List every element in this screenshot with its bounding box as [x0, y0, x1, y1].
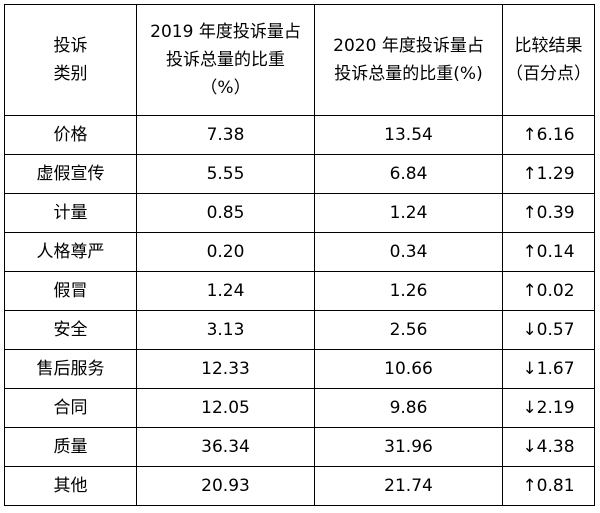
row-comparison: ↑0.81: [502, 466, 595, 506]
row-2020-share: 9.86: [314, 388, 503, 428]
row-2019-share: 0.85: [136, 193, 315, 233]
row-2019-share: 12.05: [136, 388, 315, 428]
row-2020-share: 10.66: [314, 349, 503, 389]
row-category: 价格: [4, 115, 137, 155]
row-2020-share: 1.26: [314, 271, 503, 311]
row-comparison: ↓4.38: [502, 427, 595, 467]
row-2019-share: 20.93: [136, 466, 315, 506]
row-2019-share: 36.34: [136, 427, 315, 467]
row-category: 安全: [4, 310, 137, 350]
header-2020-share: 2020 年度投诉量占 投诉总量的比重(%): [314, 4, 503, 116]
row-category: 其他: [4, 466, 137, 506]
header-2019-share: 2019 年度投诉量占 投诉总量的比重 （%）: [136, 4, 315, 116]
complaint-share-table: 投诉 类别 2019 年度投诉量占 投诉总量的比重 （%） 2020 年度投诉量…: [4, 4, 595, 506]
row-2019-share: 5.55: [136, 154, 315, 194]
table-row: 质量 36.34 31.96 ↓4.38: [4, 427, 595, 467]
table-row: 假冒 1.24 1.26 ↑0.02: [4, 271, 595, 311]
table-row: 安全 3.13 2.56 ↓0.57: [4, 310, 595, 350]
row-2020-share: 31.96: [314, 427, 503, 467]
table-row: 售后服务 12.33 10.66 ↓1.67: [4, 349, 595, 389]
row-category: 人格尊严: [4, 232, 137, 272]
row-category: 计量: [4, 193, 137, 233]
row-2019-share: 7.38: [136, 115, 315, 155]
header-row: 投诉 类别 2019 年度投诉量占 投诉总量的比重 （%） 2020 年度投诉量…: [4, 4, 595, 116]
row-comparison: ↑0.14: [502, 232, 595, 272]
row-comparison: ↑1.29: [502, 154, 595, 194]
row-2020-share: 0.34: [314, 232, 503, 272]
row-comparison: ↑0.02: [502, 271, 595, 311]
row-comparison: ↓1.67: [502, 349, 595, 389]
row-2019-share: 0.20: [136, 232, 315, 272]
row-2019-share: 12.33: [136, 349, 315, 389]
table-row: 虚假宣传 5.55 6.84 ↑1.29: [4, 154, 595, 194]
table-row: 合同 12.05 9.86 ↓2.19: [4, 388, 595, 428]
row-2020-share: 6.84: [314, 154, 503, 194]
row-2020-share: 1.24: [314, 193, 503, 233]
table-row: 计量 0.85 1.24 ↑0.39: [4, 193, 595, 233]
row-category: 合同: [4, 388, 137, 428]
header-comparison: 比较结果 （百分点）: [502, 4, 595, 116]
header-category: 投诉 类别: [4, 4, 137, 116]
table-row: 人格尊严 0.20 0.34 ↑0.14: [4, 232, 595, 272]
row-2020-share: 21.74: [314, 466, 503, 506]
row-comparison: ↑0.39: [502, 193, 595, 233]
row-2020-share: 13.54: [314, 115, 503, 155]
table-row: 价格 7.38 13.54 ↑6.16: [4, 115, 595, 155]
row-category: 质量: [4, 427, 137, 467]
row-category: 虚假宣传: [4, 154, 137, 194]
row-2019-share: 3.13: [136, 310, 315, 350]
row-comparison: ↓2.19: [502, 388, 595, 428]
row-comparison: ↑6.16: [502, 115, 595, 155]
row-2019-share: 1.24: [136, 271, 315, 311]
row-category: 假冒: [4, 271, 137, 311]
row-category: 售后服务: [4, 349, 137, 389]
table-row: 其他 20.93 21.74 ↑0.81: [4, 466, 595, 506]
row-2020-share: 2.56: [314, 310, 503, 350]
row-comparison: ↓0.57: [502, 310, 595, 350]
